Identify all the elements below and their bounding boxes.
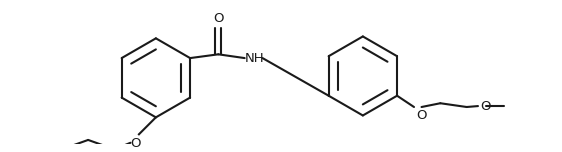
Text: O: O — [416, 109, 427, 122]
Text: NH: NH — [245, 52, 265, 65]
Text: O: O — [480, 100, 491, 113]
Text: O: O — [213, 12, 224, 25]
Text: O: O — [130, 137, 140, 150]
